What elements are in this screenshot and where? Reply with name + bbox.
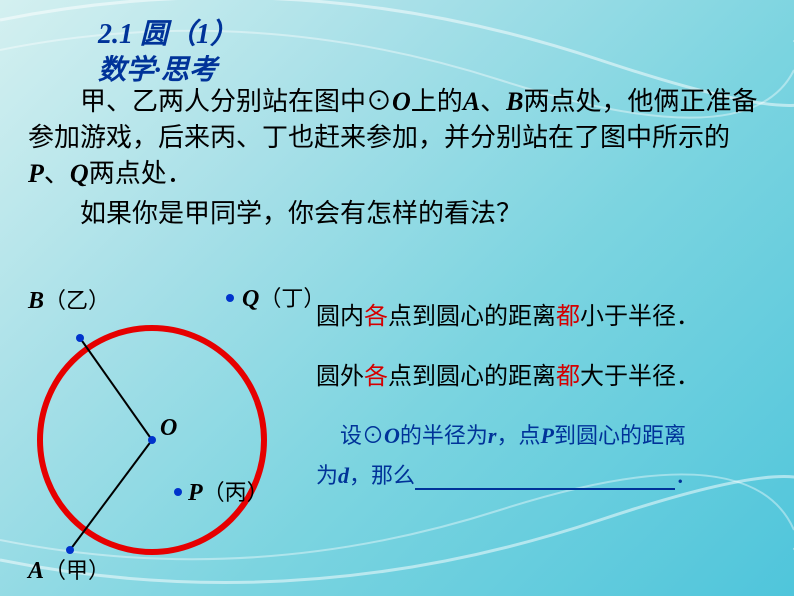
- section-title: 2.1 圆（1）: [98, 12, 238, 52]
- var-O: O: [392, 87, 411, 116]
- text: ．: [675, 463, 697, 488]
- problem-paragraph-2: 如果你是甲同学，你会有怎样的看法？: [28, 196, 768, 232]
- var-P: P: [541, 423, 554, 448]
- text: 的半径为: [400, 423, 488, 448]
- var-P: P: [28, 159, 44, 188]
- text: 设⊙: [340, 423, 384, 448]
- statement-blank-line2: 为d，那么 ．: [316, 458, 697, 490]
- text: 小于半径．: [580, 304, 700, 330]
- statement-inside: 圆内各点到圆心的距离都小于半径．: [316, 296, 700, 331]
- text: 为: [316, 463, 338, 488]
- var-B: B: [506, 87, 523, 116]
- var-A: A: [463, 87, 480, 116]
- text: ，那么: [349, 463, 415, 488]
- text: 圆内: [316, 304, 364, 330]
- svg-text:O: O: [160, 415, 177, 441]
- svg-text:B（乙）: B（乙）: [27, 288, 110, 314]
- text: 上的: [411, 87, 463, 116]
- text-red: 各: [364, 304, 388, 330]
- text: 如果你是甲同学，你会有怎样的看法？: [80, 199, 522, 228]
- statement-blank-line1: 设⊙O的半径为r，点P到圆心的距离: [340, 414, 686, 458]
- text: 甲、乙两人分别站在图中⊙: [80, 87, 392, 116]
- var-O: O: [384, 423, 400, 448]
- text-red: 都: [556, 364, 580, 390]
- var-Q: Q: [70, 159, 89, 188]
- text: 点到圆心的距离: [388, 364, 556, 390]
- text: 两点处．: [89, 159, 193, 188]
- text: 圆外: [316, 364, 364, 390]
- var-d: d: [338, 463, 349, 488]
- section-subtitle: 数学·思考: [98, 48, 217, 88]
- text-red: 各: [364, 364, 388, 390]
- problem-paragraph-1: 甲、乙两人分别站在图中⊙O上的A、B两点处，他俩正准备参加游戏，后来丙、丁也赶来…: [28, 84, 768, 192]
- text: 大于半径．: [580, 364, 700, 390]
- circle-diagram: O A（甲） B（乙） P（丙） Q（丁）: [10, 270, 310, 590]
- text: ，点: [496, 423, 540, 448]
- text: 到圆心的距离: [554, 423, 686, 448]
- text: 点到圆心的距离: [388, 304, 556, 330]
- svg-text:Q（丁）: Q（丁）: [242, 286, 310, 312]
- fill-blank: [415, 468, 675, 490]
- text: 、: [44, 159, 70, 188]
- svg-text:P（丙）: P（丙）: [187, 480, 269, 506]
- statement-outside: 圆外各点到圆心的距离都大于半径．: [316, 356, 700, 391]
- svg-text:A（甲）: A（甲）: [26, 558, 110, 584]
- text: 、: [480, 87, 506, 116]
- text-red: 都: [556, 304, 580, 330]
